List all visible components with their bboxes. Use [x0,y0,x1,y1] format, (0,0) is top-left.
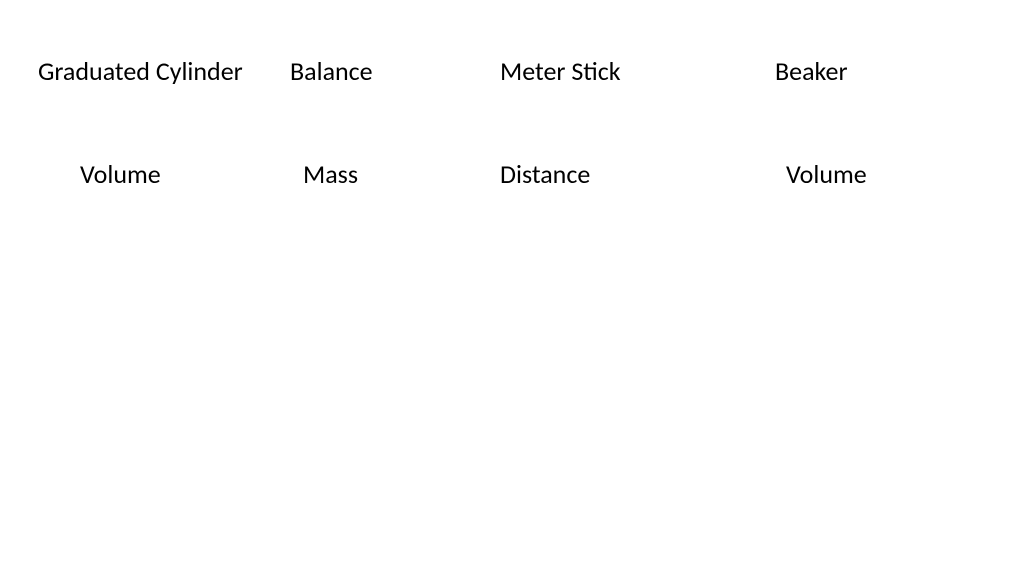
instrument-label-meter-stick: Meter Stick [500,55,621,87]
instrument-label-balance: Balance [290,55,373,87]
instrument-label-graduated-cylinder: Graduated Cylinder [38,55,243,87]
measurement-label-volume-2: Volume [786,158,867,190]
measurement-label-distance: Distance [500,158,590,190]
measurement-label-mass: Mass [303,158,358,190]
measurement-label-volume-1: Volume [80,158,161,190]
instrument-label-beaker: Beaker [775,55,848,87]
